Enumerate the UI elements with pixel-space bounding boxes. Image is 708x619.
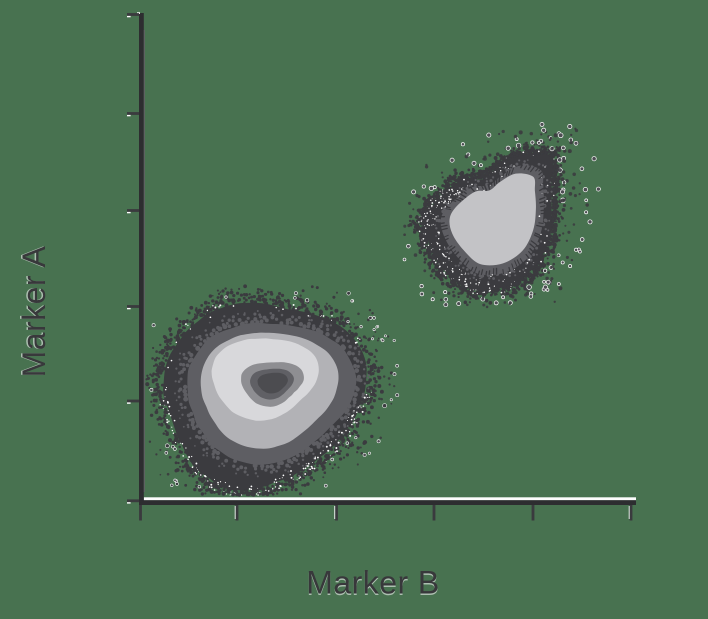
svg-text:Marker B: Marker B <box>306 565 439 601</box>
svg-text:Marker A: Marker A <box>16 245 52 377</box>
